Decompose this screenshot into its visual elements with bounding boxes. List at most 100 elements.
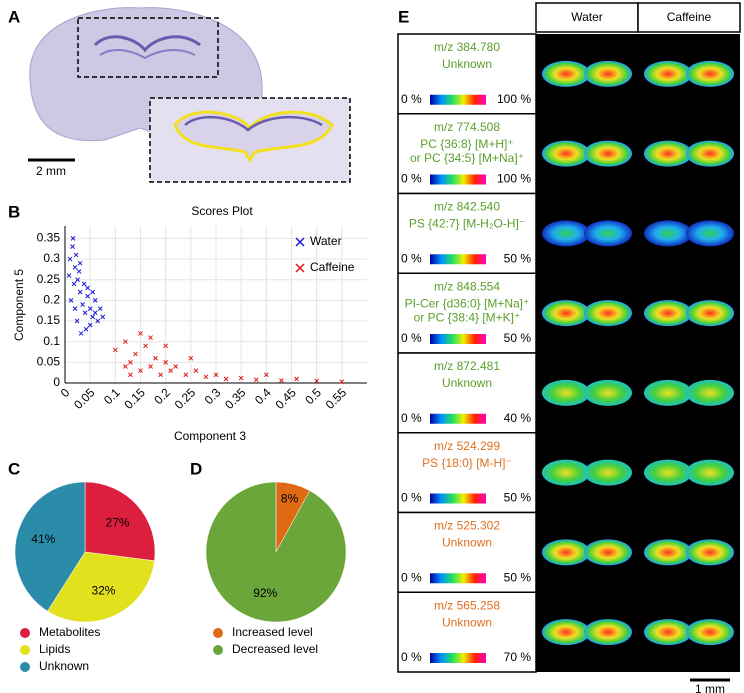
y-tick-label: 0.05 [37, 355, 61, 369]
ms-image [542, 140, 590, 167]
annotation: Unknown [442, 57, 492, 71]
mz-label: m/z 774.508 [434, 120, 500, 134]
y-tick-label: 0.1 [43, 334, 60, 348]
scatter-point [83, 326, 89, 332]
scatter-point [90, 289, 96, 295]
scale-max: 70 % [504, 650, 532, 664]
scale-min: 0 % [401, 172, 422, 186]
scatter-point [73, 252, 79, 258]
mz-label: m/z 525.302 [434, 519, 500, 533]
ms-image [584, 140, 632, 167]
ms-image [542, 459, 590, 486]
annotation: or PC {38:4} [M+K]⁺ [414, 310, 521, 324]
scatter-point [143, 343, 148, 349]
pie-label: 27% [106, 515, 130, 529]
scatter-point [223, 376, 229, 382]
ms-image [686, 379, 734, 406]
brain-section [28, 7, 351, 183]
legend-label: Decreased level [232, 642, 318, 656]
legend-label: Metabolites [39, 625, 100, 639]
ms-image [644, 459, 692, 486]
scatter-point [85, 285, 91, 291]
scale-min: 0 % [401, 331, 422, 345]
panel-label: D [190, 459, 202, 478]
scale-min: 0 % [401, 570, 422, 584]
scatter-point [123, 339, 128, 345]
image-table-frame [535, 2, 741, 682]
scatter-point [203, 374, 209, 380]
legend-marker [20, 645, 30, 655]
annotation: or PC {34:5} [M+Na]⁺ [410, 151, 524, 165]
scale-max: 50 % [504, 570, 532, 584]
ms-image [584, 459, 632, 486]
y-tick-label: 0.2 [43, 293, 60, 307]
scatter-point [253, 377, 259, 383]
color-bar [430, 573, 486, 584]
scatter-point [294, 376, 299, 382]
ms-image [584, 379, 632, 406]
ms-image [686, 220, 734, 247]
scatter-point [87, 306, 93, 311]
scatter-point [78, 331, 84, 336]
scatter-point [168, 368, 174, 373]
scatter-point [339, 379, 345, 385]
scatter-point [163, 359, 169, 365]
scatter-point [90, 314, 96, 320]
scatter-point [85, 293, 91, 299]
scatter-point [112, 347, 118, 353]
pie-label: 92% [253, 586, 277, 600]
annotation: Unknown [442, 615, 492, 629]
y-tick-label: 0.25 [37, 272, 61, 286]
ms-image [686, 300, 734, 327]
legend-marker [213, 628, 223, 638]
scale-max: 100 % [497, 92, 531, 106]
x-tick-label: 0.25 [172, 385, 199, 412]
ms-image [644, 60, 692, 87]
panel-label: E [398, 7, 409, 26]
scatter-point [68, 298, 74, 303]
color-bar [430, 334, 486, 344]
annotation: PI-Cer {d36:0} [M+Na]⁺ [405, 296, 530, 310]
color-bar [430, 174, 486, 185]
pie-label: 32% [91, 583, 115, 597]
legend-marker [213, 645, 223, 655]
legend-label: Water [310, 234, 342, 248]
scatter-point [123, 364, 128, 369]
scatter-point [81, 281, 87, 287]
color-bar [430, 254, 486, 265]
scatter-point [153, 355, 158, 361]
ms-image [644, 619, 692, 646]
scale-max: 40 % [504, 411, 532, 425]
ms-image [542, 619, 590, 646]
scatter-point [188, 355, 194, 361]
panel-label: A [8, 7, 20, 26]
scatter-point [133, 351, 138, 357]
legend-label: Unknown [39, 659, 89, 673]
ms-image [686, 60, 734, 87]
scatter-point [71, 281, 77, 287]
ms-image [584, 60, 632, 87]
scale-min: 0 % [401, 411, 422, 425]
scatter-point [82, 310, 88, 316]
pie-slice [84, 481, 156, 562]
legend-marker [295, 237, 305, 247]
ms-image [584, 220, 632, 247]
annotation: Unknown [442, 376, 492, 390]
legend-label: Caffeine [310, 260, 355, 274]
scatter-point [263, 372, 269, 378]
x-tick-label: 0.4 [252, 385, 274, 407]
scatter-point [70, 236, 76, 241]
pie-slice [47, 551, 155, 623]
scatter-point [138, 368, 143, 373]
scatter-point [128, 359, 133, 365]
scatter-point [72, 264, 78, 270]
scatter-point [279, 378, 284, 383]
ms-image [686, 619, 734, 646]
scatter-point [314, 378, 320, 384]
scale-max: 50 % [504, 491, 532, 505]
scatter-point [238, 375, 244, 381]
ms-image [542, 539, 590, 566]
x-tick-label: 0 [58, 385, 73, 400]
ms-image [644, 140, 692, 167]
